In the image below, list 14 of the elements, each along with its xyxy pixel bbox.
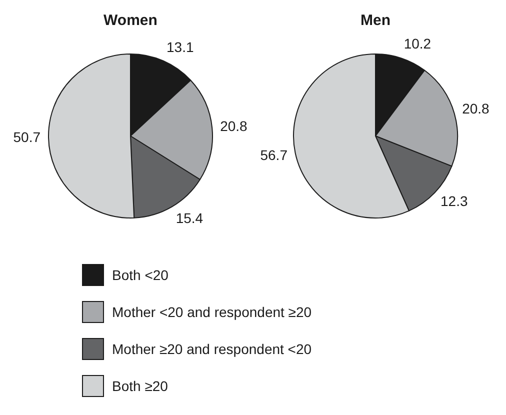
- data-label: 12.3: [440, 193, 468, 210]
- chart-title: Women: [104, 12, 158, 30]
- legend-label: Mother ≥20 and respondent <20: [112, 341, 312, 357]
- data-label: 56.7: [260, 146, 288, 163]
- legend-label: Both ≥20: [112, 378, 168, 394]
- data-label: 50.7: [13, 128, 41, 145]
- legend-label: Mother <20 and respondent ≥20: [112, 304, 312, 320]
- data-label: 10.2: [404, 36, 432, 52]
- legend-label: Both <20: [112, 267, 168, 283]
- data-label: 13.1: [166, 38, 194, 55]
- data-label: 20.8: [220, 118, 248, 134]
- data-label: 15.4: [176, 210, 204, 226]
- data-label: 20.8: [462, 100, 490, 117]
- chart-title: Men: [360, 12, 390, 30]
